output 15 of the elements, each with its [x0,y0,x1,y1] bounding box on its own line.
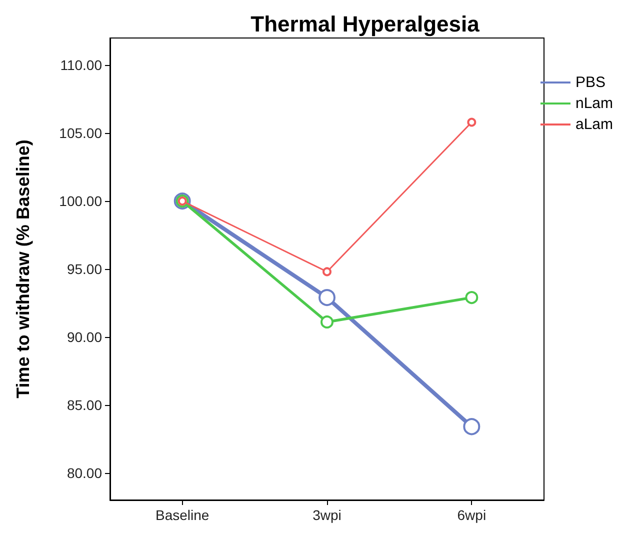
x-tick-label: 3wpi [312,507,342,523]
chart-title: Thermal Hyperalgesia [250,12,480,36]
x-tick-label: 6wpi [457,507,486,523]
y-tick-label: 110.00 [60,57,102,74]
legend-label: nLam [575,95,614,112]
y-tick-label: 100.00 [59,193,102,210]
x-tick-label: Baseline [155,507,210,523]
y-tick-label: 90.00 [66,328,102,345]
y-tick-label: 80.00 [66,464,102,481]
y-tick-label: 95.00 [66,261,102,277]
legend-label: PBS [575,74,606,91]
y-axis-title: Time to withdraw (% Baseline) [13,140,33,398]
y-tick-label: 105.00 [59,125,102,142]
legend-label: aLam [575,116,614,133]
y-tick-label: 85.00 [66,396,102,413]
